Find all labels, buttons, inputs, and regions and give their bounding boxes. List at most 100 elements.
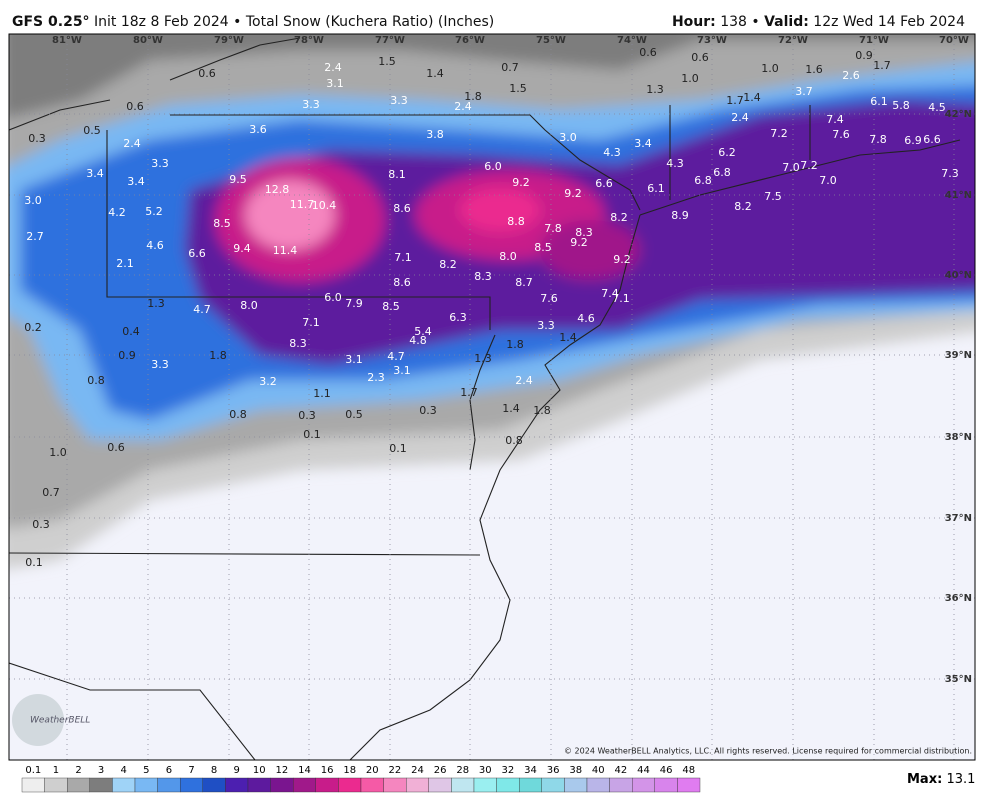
map-value: 6.6 [188, 247, 206, 260]
map-value: 1.0 [761, 62, 779, 75]
map-value: 1.8 [464, 90, 482, 103]
map-value: 3.1 [326, 77, 344, 90]
map-value: 8.3 [575, 226, 593, 239]
map-value: 0.6 [639, 46, 657, 59]
map-value: 7.9 [345, 297, 363, 310]
map-value: 8.3 [474, 270, 492, 283]
map-value: 6.2 [718, 146, 736, 159]
colorbar-swatch [383, 777, 407, 793]
latitude-label: 41°N [945, 190, 972, 201]
map-value: 9.2 [570, 236, 588, 249]
map-value: 4.7 [387, 350, 405, 363]
map-value: 0.7 [42, 486, 60, 499]
map-value: 1.4 [559, 331, 577, 344]
latitude-label: 37°N [945, 513, 972, 524]
max-label: Max: [907, 772, 942, 787]
logo: WeatherBELL [12, 694, 90, 746]
longitude-label: 75°W [536, 35, 566, 46]
map-value: 0.1 [303, 428, 321, 441]
max: Max: 13.1 [907, 772, 975, 787]
colorbar-swatch [338, 777, 362, 793]
map-value: 1.7 [873, 59, 891, 72]
colorbar-swatch [496, 777, 520, 793]
map-value: 8.0 [499, 250, 517, 263]
colorbar-label: 32 [502, 765, 515, 776]
map-value: 7.4 [601, 287, 619, 300]
map-value: 5.4 [414, 325, 432, 338]
map-value: 8.5 [534, 241, 552, 254]
colorbar-swatch [609, 777, 633, 793]
state-border [106, 130, 491, 330]
map-value: 6.8 [713, 166, 731, 179]
map-value: 1.3 [646, 83, 664, 96]
map-value: 9.4 [233, 242, 251, 255]
colorbar-label: 3 [98, 765, 104, 776]
map-value: 4.6 [146, 239, 164, 252]
colorbar-swatch [654, 777, 678, 793]
map-value: 2.6 [842, 69, 860, 82]
longitude-label: 80°W [133, 35, 163, 46]
map-value: 6.3 [449, 311, 467, 324]
colorbar-swatch [677, 777, 701, 793]
colorbar-swatch [360, 777, 384, 793]
map-value: 9.2 [512, 176, 530, 189]
map-value: 3.1 [393, 364, 411, 377]
map-value: 6.6 [595, 177, 613, 190]
longitude-label: 74°W [617, 35, 647, 46]
colorbar-swatch [112, 777, 136, 793]
map-value: 9.2 [564, 187, 582, 200]
longitude-label: 76°W [455, 35, 485, 46]
map-value: 8.7 [515, 276, 533, 289]
colorbar-label: 48 [682, 765, 695, 776]
map-value: 1.5 [509, 82, 527, 95]
map-value: 7.2 [800, 159, 818, 172]
model: GFS 0.25° [12, 14, 90, 30]
colorbar-label: 7 [188, 765, 194, 776]
map-value: 8.2 [610, 211, 628, 224]
state-border [9, 552, 481, 556]
colorbar-swatch [21, 777, 45, 793]
coastline [349, 214, 641, 760]
map-value: 0.2 [24, 321, 42, 334]
map-value: 4.5 [928, 101, 946, 114]
header-valid: Hour: 138 • Valid: 12z Wed 14 Feb 2024 [672, 14, 965, 30]
map-value: 3.1 [345, 353, 363, 366]
colorbar-swatch [473, 777, 497, 793]
header-title: GFS 0.25° Init 18z 8 Feb 2024 • Total Sn… [12, 14, 494, 30]
map-value: 2.3 [367, 371, 385, 384]
colorbar-swatch [519, 777, 543, 793]
map-value: 7.0 [819, 174, 837, 187]
map-value: 5.2 [145, 205, 163, 218]
colorbar-swatch [225, 777, 249, 793]
colorbar-swatch [315, 777, 339, 793]
title: Init 18z 8 Feb 2024 • Total Snow (Kucher… [94, 14, 494, 30]
valid-label: Valid: [764, 14, 809, 30]
map-value: 9.5 [229, 173, 247, 186]
colorbar-label: 14 [298, 765, 311, 776]
colorbar-label: 44 [637, 765, 650, 776]
map-value: 8.9 [671, 209, 689, 222]
max-value: 13.1 [946, 772, 975, 787]
map-value: 6.6 [923, 133, 941, 146]
map-value: 3.4 [634, 137, 652, 150]
map-value: 9.2 [613, 253, 631, 266]
map-value: 4.2 [108, 206, 126, 219]
map-value: 8.2 [734, 200, 752, 213]
map-value: 7.8 [544, 222, 562, 235]
lake-shore [9, 99, 111, 131]
hour-label: Hour: [672, 14, 716, 30]
map-value: 2.4 [123, 137, 141, 150]
longitude-label: 70°W [939, 35, 969, 46]
map-value: 0.9 [855, 49, 873, 62]
map-value: 3.8 [426, 128, 444, 141]
colorbar-label: 16 [321, 765, 334, 776]
colorbar-swatch [89, 777, 113, 793]
colorbar-label: 20 [366, 765, 379, 776]
map-value: 6.1 [647, 182, 665, 195]
colorbar-label: 42 [615, 765, 628, 776]
map-value: 8.8 [507, 215, 525, 228]
lake-shore [169, 37, 301, 81]
map-value: 7.1 [394, 251, 412, 264]
map-value: 3.4 [86, 167, 104, 180]
map-value: 11.7 [290, 198, 315, 211]
